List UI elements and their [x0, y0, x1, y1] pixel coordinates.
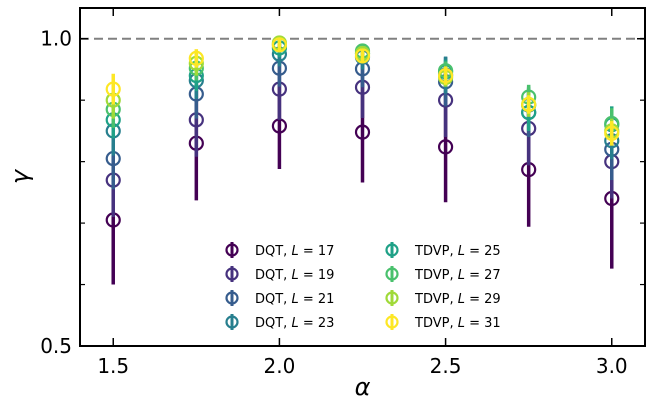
plot-frame — [79, 7, 646, 347]
legend-marker — [385, 315, 399, 329]
data-point — [105, 81, 121, 97]
legend-label: DQT, L = 17 — [255, 244, 334, 259]
legend-label: TDVP, L = 27 — [414, 268, 501, 283]
legend-marker — [385, 291, 399, 305]
legend-item-dqt-L23: DQT, L = 23 — [225, 314, 334, 331]
data-point — [437, 139, 454, 155]
legend-label: TDVP, L = 31 — [414, 316, 501, 331]
plot-area — [80, 35, 645, 285]
axis-ticks: 1.5 2.0 2.5 3.0 0.5 1.0 — [40, 8, 645, 378]
legend-marker — [385, 243, 399, 257]
y-tick-label: 0.5 — [40, 334, 72, 358]
data-point — [437, 67, 454, 84]
data-point — [188, 50, 204, 66]
data-point — [271, 37, 288, 53]
legend-label: TDVP, L = 29 — [414, 292, 501, 307]
legend-item-tdvp-L29: TDVP, L = 29 — [385, 290, 501, 307]
legend-label: DQT, L = 19 — [255, 268, 334, 283]
legend-item-dqt-L19: DQT, L = 19 — [225, 266, 334, 283]
legend-item-tdvp-L31: TDVP, L = 31 — [385, 314, 501, 331]
x-tick-label: 1.5 — [97, 354, 129, 378]
legend-label: DQT, L = 21 — [255, 292, 334, 307]
x-axis-label: α — [355, 373, 371, 399]
x-tick-label: 2.0 — [264, 354, 296, 378]
legend-marker — [225, 267, 239, 281]
legend-item-dqt-L17: DQT, L = 17 — [225, 242, 334, 259]
data-point — [521, 96, 537, 113]
legend-label: TDVP, L = 25 — [414, 244, 501, 259]
legend-marker — [225, 291, 239, 305]
legend-item-tdvp-L25: TDVP, L = 25 — [385, 242, 501, 259]
legend-item-dqt-L21: DQT, L = 21 — [225, 290, 334, 307]
data-point — [354, 124, 371, 140]
x-tick-label: 2.5 — [430, 354, 462, 378]
legend-label: DQT, L = 23 — [255, 316, 334, 331]
legend-marker — [385, 267, 399, 281]
legend-item-tdvp-L27: TDVP, L = 27 — [385, 266, 501, 283]
y-axis-label: γ — [6, 168, 34, 184]
legend: DQT, L = 17 DQT, L = 19 DQT, L = 21 DQT, L … — [225, 242, 501, 331]
legend-marker — [225, 315, 239, 329]
data-point — [604, 125, 620, 141]
x-tick-label: 3.0 — [596, 354, 628, 378]
legend-marker — [225, 243, 239, 257]
series-tdvp-L31 — [105, 37, 620, 146]
y-tick-label: 1.0 — [40, 27, 72, 51]
data-point — [354, 48, 371, 64]
